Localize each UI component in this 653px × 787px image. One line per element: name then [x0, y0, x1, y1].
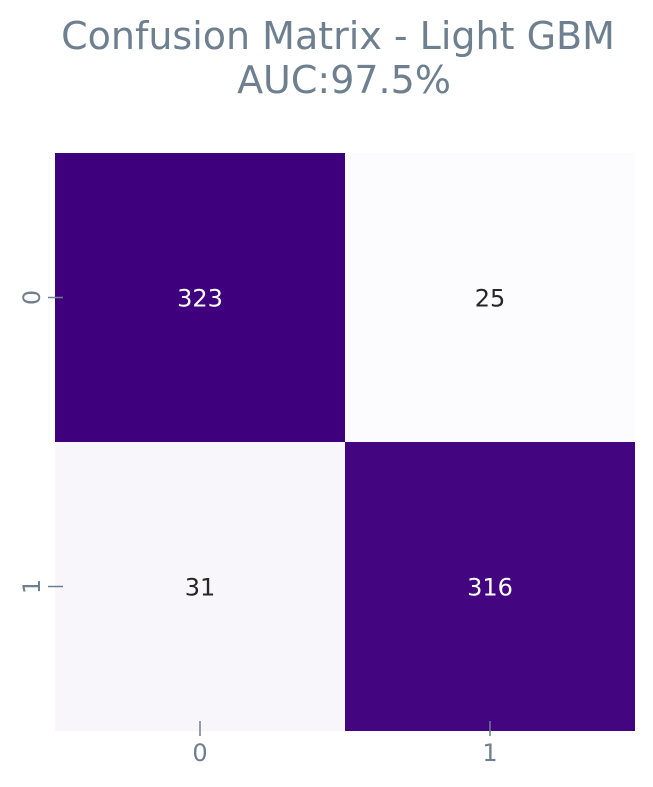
cell-value-label: 25 — [475, 285, 506, 313]
y-tick-label: 1 — [18, 579, 46, 594]
x-tick-label: 1 — [482, 739, 497, 767]
heatmap-cell-r1-c0 — [55, 442, 345, 731]
cell-value-label: 316 — [467, 574, 513, 602]
cell-value-label: 31 — [185, 574, 216, 602]
chart-subtitle: AUC:97.5% — [237, 58, 451, 102]
y-tick-label: 0 — [18, 290, 46, 305]
heatmap-cell-r1-c1 — [345, 442, 635, 731]
y-axis: 01 — [18, 290, 63, 594]
cell-value-label: 323 — [177, 285, 223, 313]
heatmap-grid: 323 25 31 316 — [55, 153, 635, 731]
heatmap-cell-r0-c1 — [345, 153, 635, 442]
x-tick-label: 0 — [192, 739, 207, 767]
heatmap-cell-r0-c0 — [55, 153, 345, 442]
chart-title: Confusion Matrix - Light GBM — [61, 14, 615, 58]
